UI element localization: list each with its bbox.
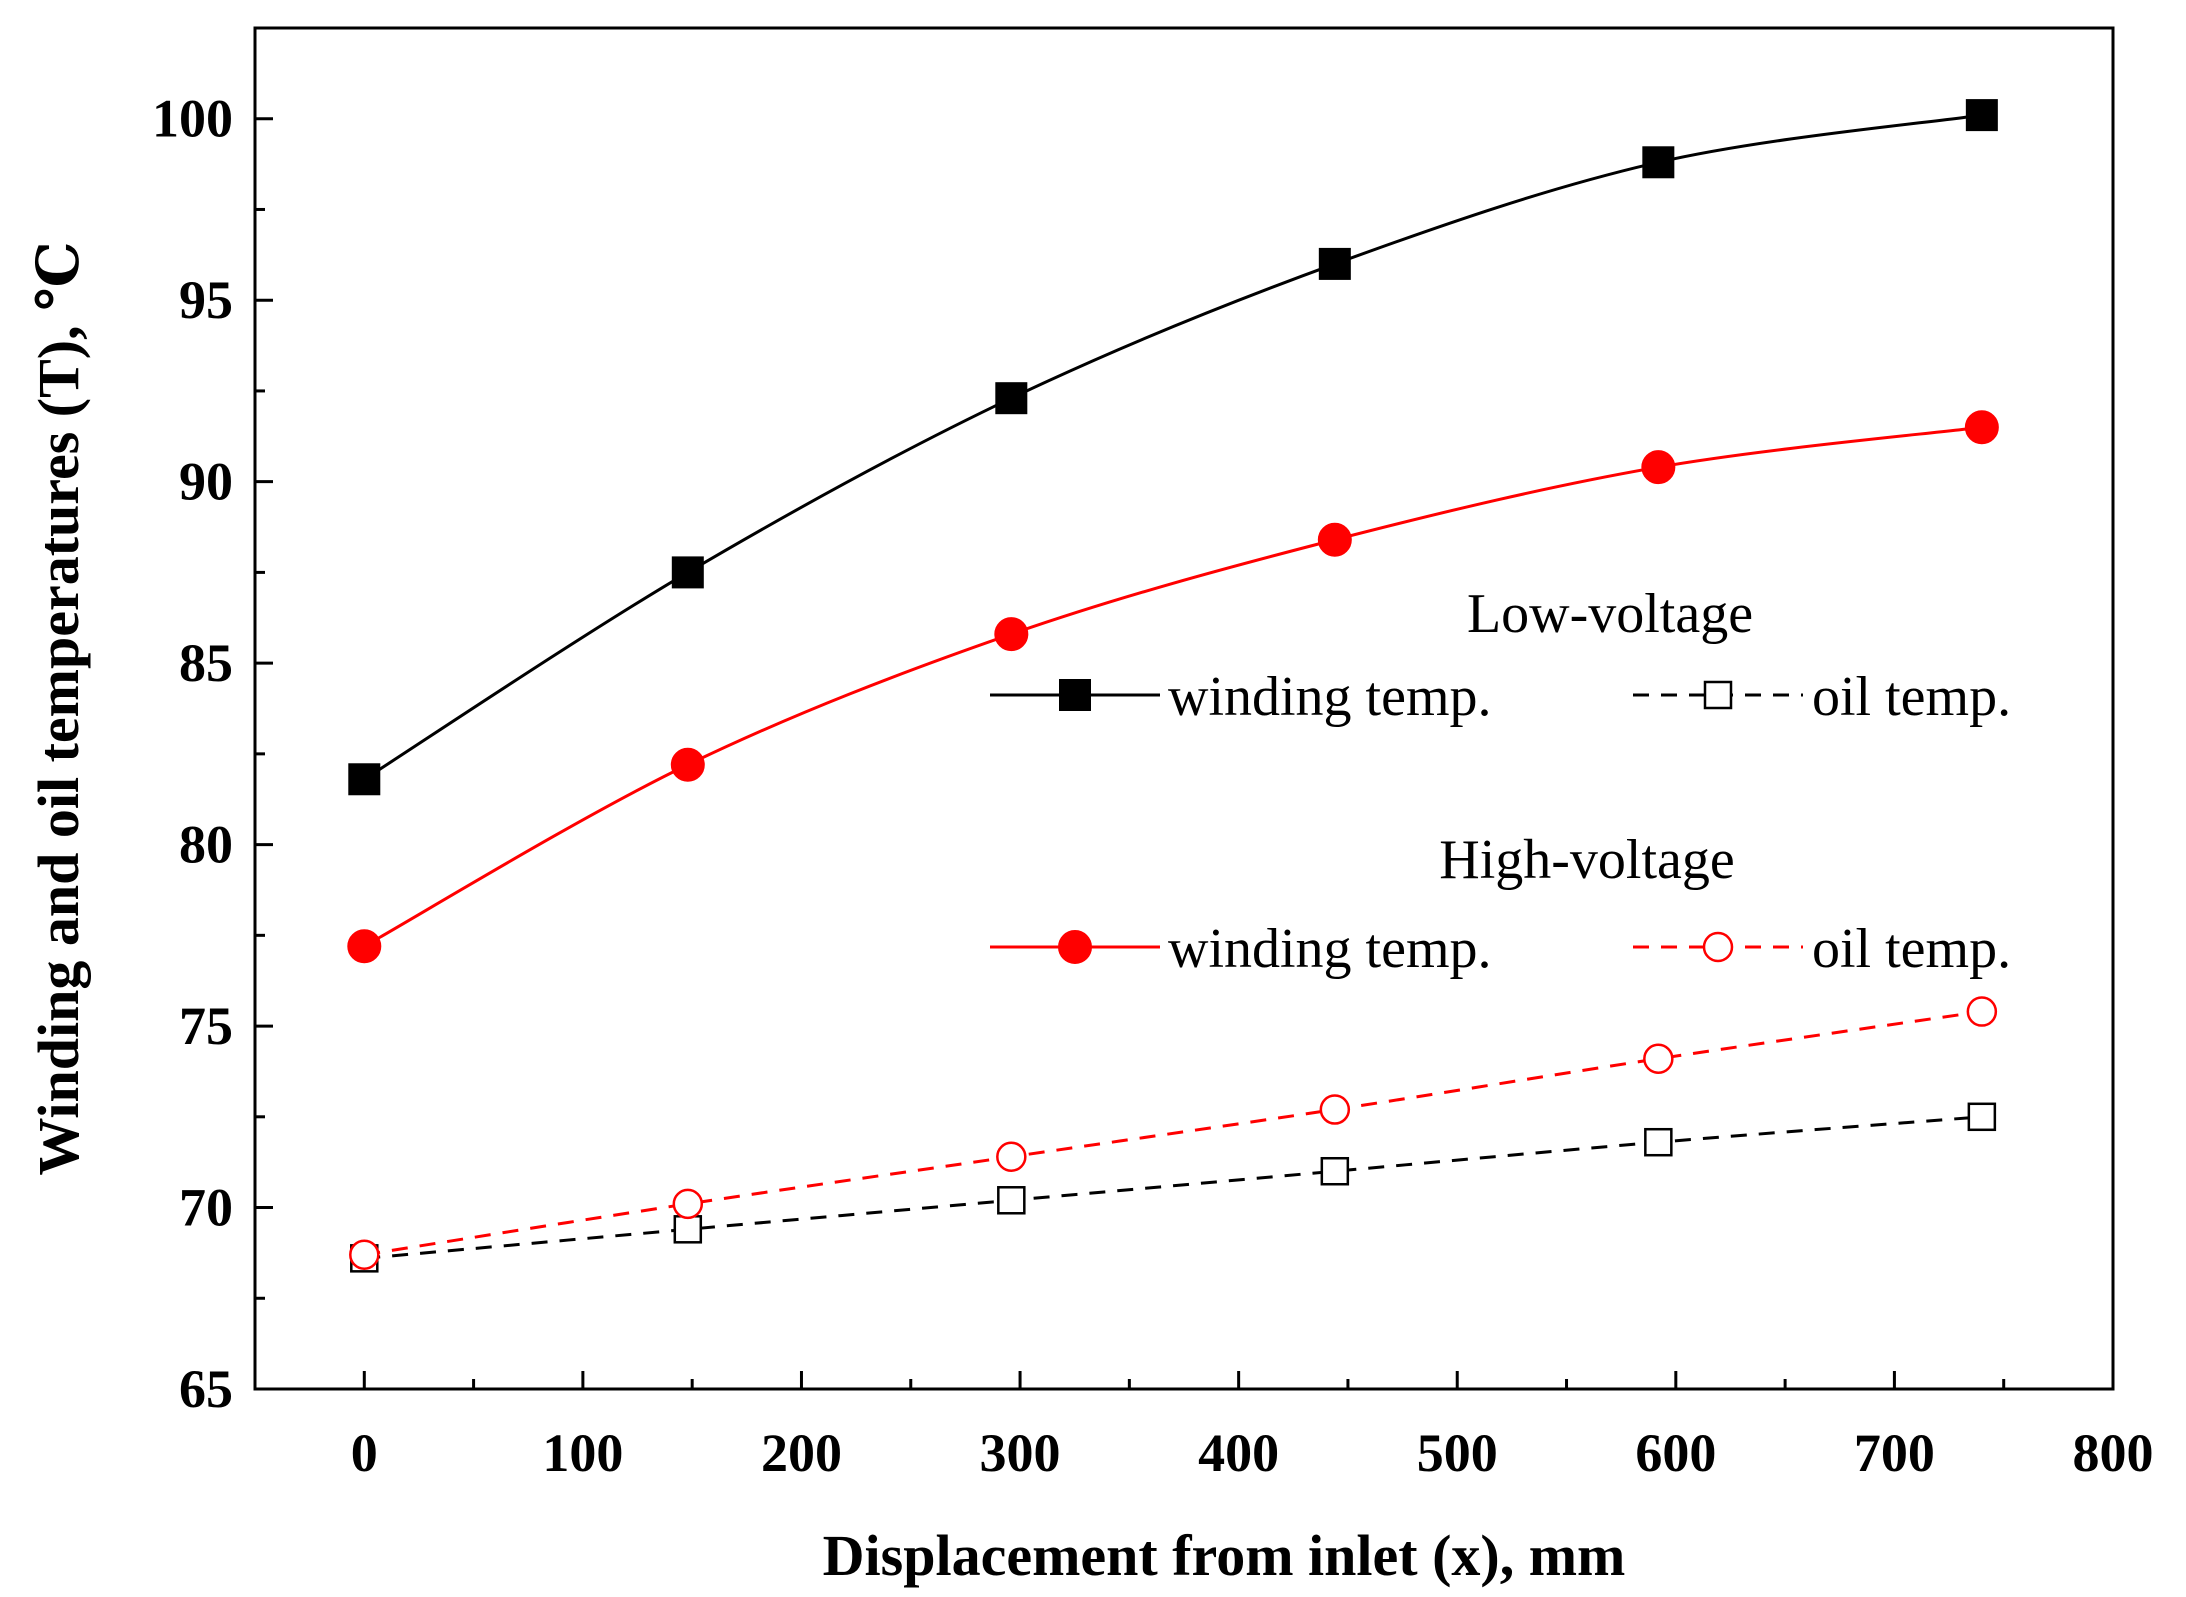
y-tick-label: 95 xyxy=(179,270,233,330)
data-point-high-voltage-winding-temp xyxy=(347,929,382,964)
legend-marker xyxy=(1059,679,1091,711)
data-point-low-voltage-winding-temp xyxy=(671,556,704,589)
x-axis-title: Displacement from inlet (x), mm xyxy=(823,1523,1626,1588)
y-tick-label: 90 xyxy=(179,452,233,512)
legend: Low-voltage winding temp. oil temp. High… xyxy=(990,583,2011,980)
y-tick-label: 80 xyxy=(179,815,233,875)
x-tick-label: 700 xyxy=(1854,1423,1935,1483)
data-point-low-voltage-oil-temp xyxy=(1967,1102,1997,1132)
data-point-low-voltage-winding-temp xyxy=(1965,99,1998,132)
y-axis-title: Winding and oil temperatures (T), ℃ xyxy=(26,241,91,1175)
series-line-high-voltage-winding-temp xyxy=(363,425,1983,948)
series-high-voltage-winding-temp xyxy=(347,410,1999,964)
data-point-high-voltage-oil-temp xyxy=(349,1239,380,1270)
series-line-high-voltage-oil-temp xyxy=(364,1010,1983,1257)
y-tick-label: 70 xyxy=(179,1178,233,1238)
data-point-low-voltage-oil-temp xyxy=(673,1215,703,1244)
series-high-voltage-oil-temp xyxy=(349,996,1998,1270)
data-point-low-voltage-winding-temp xyxy=(348,763,381,796)
y-tick-label: 75 xyxy=(179,996,233,1056)
data-point-low-voltage-winding-temp xyxy=(1318,247,1351,280)
x-tick-label: 200 xyxy=(761,1423,842,1483)
data-point-high-voltage-winding-temp xyxy=(1317,522,1352,557)
data-point-high-voltage-winding-temp xyxy=(994,617,1029,652)
series-line-low-voltage-oil-temp xyxy=(364,1115,1982,1260)
data-point-high-voltage-oil-temp xyxy=(996,1141,1027,1172)
plot-frame xyxy=(253,26,2115,1391)
data-point-high-voltage-oil-temp xyxy=(672,1188,704,1220)
data-point-high-voltage-winding-temp xyxy=(670,747,705,782)
legend-group-title-high-voltage: High-voltage xyxy=(1439,829,1734,891)
x-axis-ticks: 0 100 200 300 400 500 600 700 800 xyxy=(351,1371,2154,1483)
legend-marker xyxy=(1058,930,1092,964)
legend-label-high-oil: oil temp. xyxy=(1812,918,2011,980)
y-tick-label: 100 xyxy=(152,89,233,149)
legend-marker xyxy=(1703,680,1733,710)
legend-marker xyxy=(1702,931,1734,963)
series-line-low-voltage-winding-temp xyxy=(363,113,1983,781)
y-tick-label: 85 xyxy=(179,633,233,693)
legend-group-title-low-voltage: Low-voltage xyxy=(1467,583,1753,645)
x-tick-label: 100 xyxy=(542,1423,623,1483)
data-point-low-voltage-winding-temp xyxy=(1642,146,1675,179)
legend-label-low-oil: oil temp. xyxy=(1812,666,2011,728)
legend-sample-high-winding xyxy=(990,930,1160,964)
x-tick-label: 0 xyxy=(351,1423,378,1483)
legend-label-high-winding: winding temp. xyxy=(1168,918,1492,980)
data-point-high-voltage-winding-temp xyxy=(1964,410,1999,445)
legend-sample-low-oil xyxy=(1633,680,1803,710)
plot-marks xyxy=(347,99,1999,1273)
legend-label-low-winding: winding temp. xyxy=(1168,666,1492,728)
data-point-low-voltage-oil-temp xyxy=(1644,1127,1673,1157)
x-tick-label: 500 xyxy=(1417,1423,1498,1483)
x-tick-label: 800 xyxy=(2073,1423,2154,1483)
data-point-low-voltage-oil-temp xyxy=(997,1186,1026,1215)
series-low-voltage-winding-temp xyxy=(348,99,1998,796)
legend-sample-low-winding xyxy=(990,679,1160,711)
legend-sample-high-oil xyxy=(1633,931,1803,963)
data-point-low-voltage-winding-temp xyxy=(995,382,1028,415)
data-point-high-voltage-winding-temp xyxy=(1641,450,1676,485)
data-point-high-voltage-oil-temp xyxy=(1966,996,1998,1027)
data-point-low-voltage-oil-temp xyxy=(1320,1156,1350,1186)
y-tick-label: 65 xyxy=(179,1359,233,1419)
y-axis-ticks: 65 70 75 80 85 90 95 100 xyxy=(152,89,273,1419)
x-tick-label: 400 xyxy=(1198,1423,1279,1483)
data-point-high-voltage-oil-temp xyxy=(1319,1094,1351,1125)
data-point-high-voltage-oil-temp xyxy=(1643,1043,1674,1074)
x-tick-label: 600 xyxy=(1635,1423,1716,1483)
x-tick-label: 300 xyxy=(980,1423,1061,1483)
series-low-voltage-oil-temp xyxy=(350,1102,1997,1273)
